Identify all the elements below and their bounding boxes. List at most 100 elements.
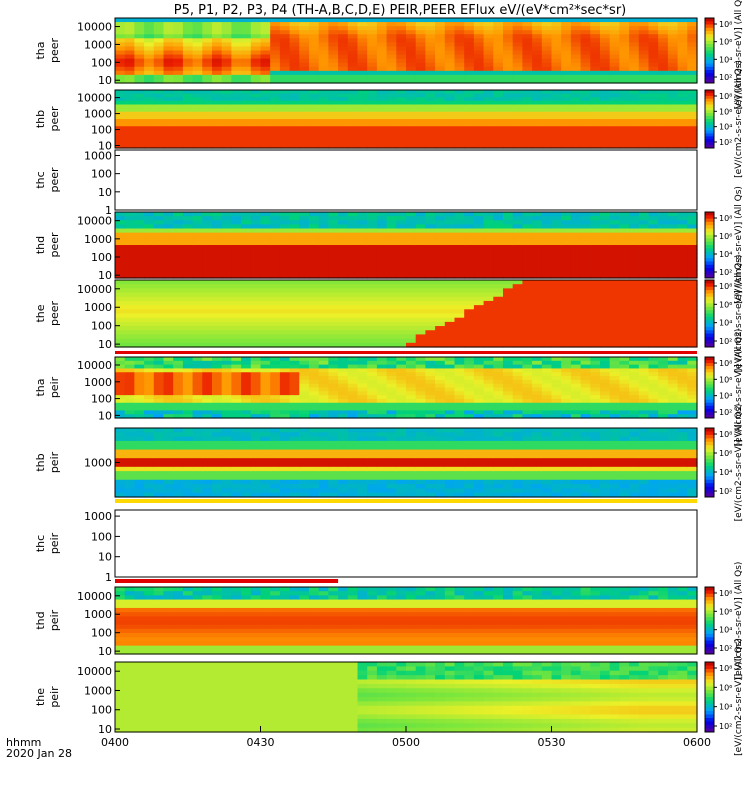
spectrogram-cell [580,245,591,250]
spectrogram-cell [541,368,553,373]
spectrogram-cell [435,90,446,95]
spectrogram-cell [551,216,562,221]
spectrogram-cell [483,66,494,72]
spectrogram-cell [522,70,533,76]
spectrogram-cell [677,342,688,348]
spectrogram-cell [658,42,669,48]
spectrogram-cell [561,288,572,294]
spectrogram-cell [444,54,456,60]
spectrogram-cell [250,26,262,31]
spectrogram-cell [658,140,669,145]
spectrogram-cell [561,58,572,64]
spectrogram-cell [212,42,223,48]
spectrogram-cell [590,216,601,221]
spectrogram-cell [483,115,494,120]
spectrogram-cell [667,379,679,385]
spectrogram-cell [367,108,378,113]
spectrogram-cell [163,261,174,267]
spectrogram-cell [134,224,145,230]
spectrogram-cell [221,309,232,315]
spectrogram-cell [415,280,426,285]
spectrogram-cell [241,212,252,217]
spectrogram-cell [522,284,533,289]
spectrogram-cell [202,357,213,362]
spectrogram-cell [677,137,688,142]
spectrogram-cell [250,309,262,315]
spectrogram-cell [318,406,329,411]
spectrogram-cell [212,292,223,298]
spectrogram-cell [503,240,514,246]
spectrogram-cell [328,334,339,340]
spectrogram-cell [299,273,310,279]
spectrogram-cell [367,368,378,373]
spectrogram-cell [115,387,126,392]
spectrogram-cell [134,338,145,344]
spectrogram-cell [376,46,388,52]
spectrogram-cell [561,414,572,419]
spectrogram-cell [580,313,591,319]
spectrogram-cell [144,265,155,271]
spectrogram-cell [241,115,252,120]
spectrogram-cell [289,296,300,302]
spectrogram-cell [250,342,262,348]
spectrogram-cell [609,232,620,238]
spectrogram-cell [522,144,533,149]
spectrogram-cell [454,140,465,145]
spectrogram-cell [115,216,126,221]
spectrogram-cell [231,216,242,221]
spectrogram-cell [667,269,679,275]
spectrogram-cell [648,265,659,271]
spectrogram-cell [241,257,252,263]
spectrogram-cell [173,93,184,98]
spectrogram-cell [367,273,378,279]
spectrogram-cell [279,257,291,263]
spectrogram-cell [144,46,155,52]
spectrogram-cell [493,305,504,310]
spectrogram-cell [338,137,349,142]
spectrogram-cell [570,100,582,106]
spectrogram-cell [182,240,194,246]
spectrogram-cell [493,90,504,95]
spectrogram-cell [231,372,242,377]
spectrogram-cell [512,228,523,234]
spectrogram-cell [250,58,262,64]
spectrogram-cell [464,357,475,362]
spectrogram-cell [289,62,300,68]
spectrogram-cell [221,292,232,298]
spectrogram-cell [124,54,135,60]
colorbar-tick-label: 10⁴ [719,123,732,132]
spectrogram-cell [212,90,223,95]
spectrogram-cell [600,402,611,408]
spectrogram-cell [231,22,242,27]
spectrogram-cell [609,236,620,242]
spectrogram-cell [279,273,291,279]
spectrogram-cell [522,97,533,102]
spectrogram-cell [221,360,232,366]
colorbar-cell [705,90,714,94]
spectrogram-cell [289,338,300,344]
spectrogram-cell [124,296,135,302]
spectrogram-cell [570,321,582,327]
spectrogram-cell [454,236,465,242]
spectrogram-cell [153,406,165,411]
spectrogram-cell [202,245,213,250]
spectrogram-cell [522,115,533,120]
spectrogram-cell [667,54,679,60]
spectrogram-cell [444,292,456,298]
spectrogram-cell [551,50,562,56]
spectrogram-cell [182,42,194,48]
spectrogram-cell [367,133,378,138]
spectrogram-cell [153,115,165,120]
spectrogram-cell [561,284,572,289]
spectrogram-cell [144,326,155,331]
spectrogram-cell [338,212,349,217]
spectrogram-cell [289,236,300,242]
spectrogram-cell [367,232,378,238]
spectrogram-cell [580,240,591,246]
spectrogram-cell [444,398,456,404]
spectrogram-cell [250,104,262,109]
spectrogram-cell [376,398,388,404]
spectrogram-cell [687,58,698,64]
spectrogram-cell [144,313,155,319]
spectrogram-cell [124,288,135,294]
